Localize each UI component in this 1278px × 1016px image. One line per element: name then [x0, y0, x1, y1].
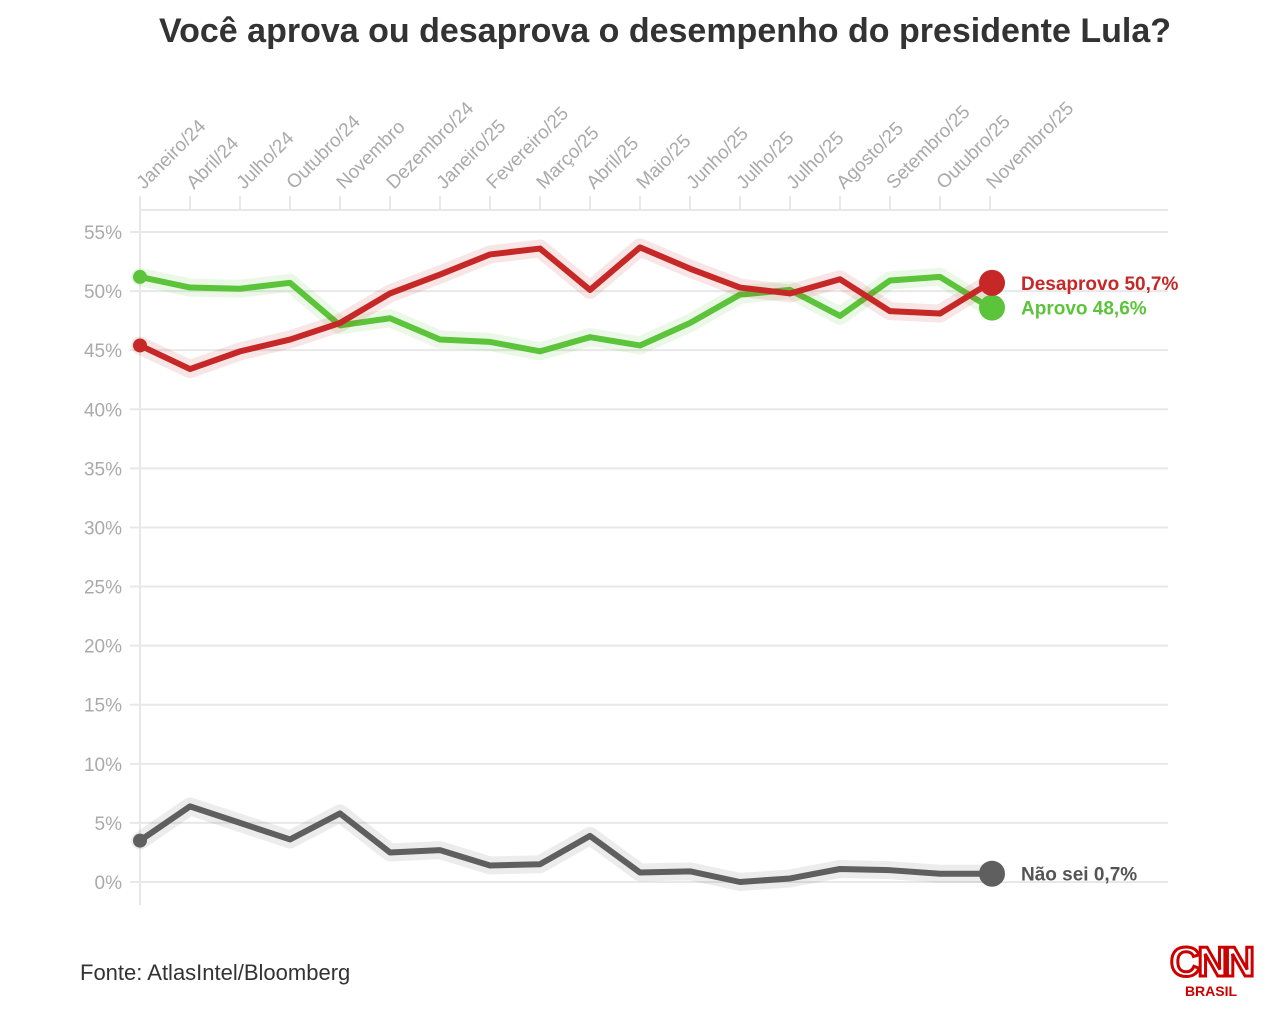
series-line-não-sei	[138, 803, 990, 885]
svg-text:BRASIL: BRASIL	[1185, 983, 1238, 999]
start-point	[133, 338, 147, 353]
end-marker	[979, 860, 1005, 887]
y-tick-label: 10%	[84, 755, 122, 776]
y-tick-label: 50%	[84, 282, 122, 303]
y-tick-label: 25%	[84, 578, 122, 599]
y-tick-label: 0%	[95, 873, 123, 894]
y-tick-label: 40%	[84, 400, 122, 421]
start-point	[133, 833, 147, 848]
cnn-brasil-logo: CNN BRASIL	[1169, 938, 1255, 999]
series-label: Não sei 0,7%	[1021, 865, 1137, 886]
start-point	[133, 269, 147, 284]
y-tick-label: 35%	[84, 459, 122, 480]
series-label: Desaprovo 50,7%	[1021, 274, 1178, 295]
series-line-aprovo	[139, 273, 992, 355]
series-label: Aprovo 48,6%	[1021, 299, 1147, 320]
y-tick-label: 55%	[84, 223, 122, 244]
x-tick-label: Maio/25	[633, 131, 696, 194]
svg-text:CNN: CNN	[1170, 938, 1253, 985]
y-tick-label: 30%	[84, 518, 122, 539]
x-tick-label: Dezembro/24	[383, 98, 479, 194]
source-note: Fonte: AtlasIntel/Bloomberg	[80, 960, 351, 985]
y-tick-label: 15%	[84, 696, 122, 717]
y-tick-label: 20%	[84, 637, 122, 658]
y-tick-label: 45%	[84, 341, 122, 362]
chart-title: Você aprova ou desaprova o desempenho do…	[158, 12, 1172, 50]
y-tick-label: 5%	[95, 814, 123, 835]
end-marker	[979, 294, 1005, 321]
series-line-desaprovo	[138, 244, 992, 373]
end-marker	[979, 269, 1005, 296]
x-tick-label: Novembro/25	[983, 98, 1079, 194]
